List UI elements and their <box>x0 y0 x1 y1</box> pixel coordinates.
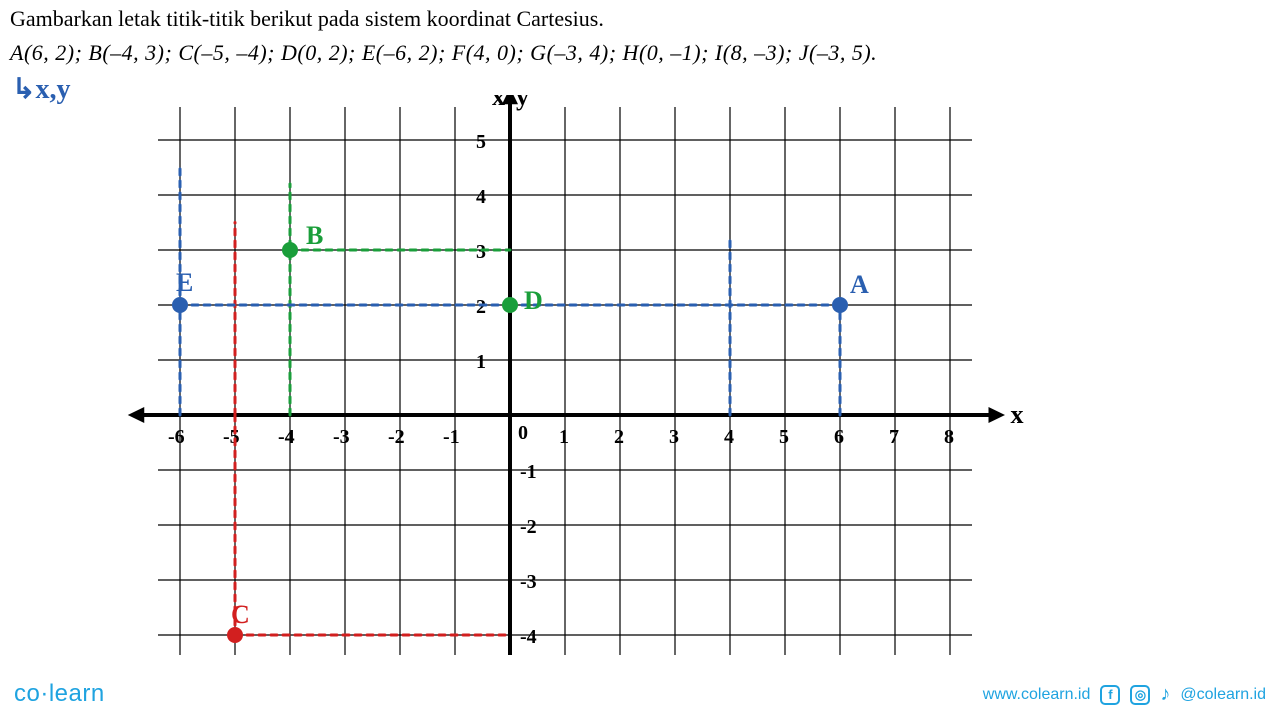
svg-text:C: C <box>231 600 250 629</box>
svg-text:-3: -3 <box>333 426 350 448</box>
svg-text:-2: -2 <box>520 516 537 538</box>
svg-text:-5: -5 <box>223 426 240 448</box>
instagram-icon: ◎ <box>1130 685 1150 705</box>
facebook-icon: f <box>1100 685 1120 705</box>
svg-text:x: x <box>492 95 505 111</box>
svg-text:3: 3 <box>476 241 486 263</box>
footer-url: www.colearn.id <box>983 686 1091 704</box>
svg-text:-2: -2 <box>388 426 405 448</box>
svg-text:1: 1 <box>476 351 486 373</box>
svg-text:8: 8 <box>944 426 954 448</box>
svg-text:y: y <box>516 95 529 111</box>
svg-text:A: A <box>850 270 869 299</box>
svg-text:6: 6 <box>834 426 844 448</box>
svg-text:B: B <box>306 221 323 250</box>
points-list: A(6, 2); B(–4, 3); C(–5, –4); D(0, 2); E… <box>10 40 877 66</box>
brand-text: co·learn <box>14 680 105 707</box>
svg-text:E: E <box>176 268 193 297</box>
coordinate-svg: xxy012345678-6-5-4-3-2-112345-1-2-3-4ABC… <box>100 95 1100 655</box>
svg-text:3: 3 <box>669 426 679 448</box>
svg-text:2: 2 <box>476 296 486 318</box>
footer-right: www.colearn.id f ◎ ♪ @colearn.id <box>983 683 1266 706</box>
svg-text:0: 0 <box>518 422 528 444</box>
svg-text:4: 4 <box>476 186 486 208</box>
svg-text:5: 5 <box>476 131 486 153</box>
svg-text:-3: -3 <box>520 571 537 593</box>
handwritten-xy-annotation: ↳x,y <box>12 72 70 106</box>
svg-text:-4: -4 <box>520 626 537 648</box>
svg-text:-6: -6 <box>168 426 185 448</box>
coordinate-grid: xxy012345678-6-5-4-3-2-112345-1-2-3-4ABC… <box>100 95 1100 655</box>
svg-text:1: 1 <box>559 426 569 448</box>
svg-text:-1: -1 <box>443 426 460 448</box>
svg-text:-1: -1 <box>520 461 537 483</box>
footer-handle: @colearn.id <box>1180 686 1266 704</box>
svg-text:x: x <box>1011 400 1024 429</box>
music-note-icon: ♪ <box>1160 683 1170 706</box>
question-text: Gambarkan letak titik-titik berikut pada… <box>10 6 604 32</box>
brand-logo: co·learn <box>14 680 105 708</box>
svg-text:2: 2 <box>614 426 624 448</box>
svg-text:5: 5 <box>779 426 789 448</box>
svg-text:-4: -4 <box>278 426 295 448</box>
svg-text:7: 7 <box>889 426 899 448</box>
svg-text:D: D <box>524 286 543 315</box>
svg-text:4: 4 <box>724 426 734 448</box>
